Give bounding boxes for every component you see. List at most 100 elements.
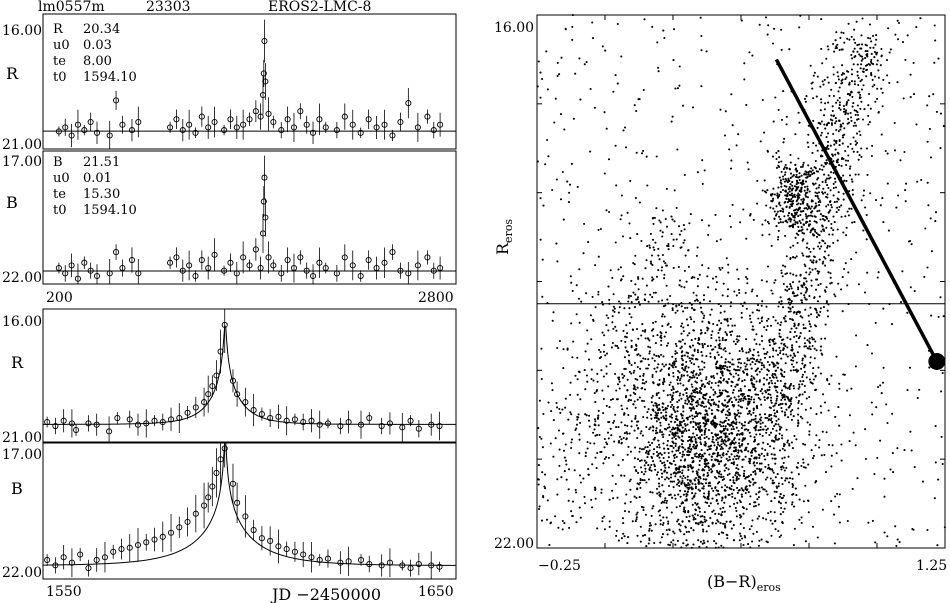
- star-point: [702, 539, 705, 542]
- star-point: [583, 495, 586, 498]
- star-point: [700, 429, 703, 432]
- star-point: [746, 277, 749, 280]
- star-point: [715, 542, 718, 545]
- star-point: [744, 488, 747, 491]
- data-point: [397, 118, 404, 126]
- star-point: [807, 173, 810, 176]
- star-point: [752, 447, 755, 450]
- star-point: [614, 372, 617, 376]
- star-point: [714, 390, 717, 394]
- star-point: [613, 419, 616, 423]
- star-point: [729, 520, 732, 523]
- star-point: [590, 368, 593, 371]
- star-point: [636, 534, 639, 537]
- star-point: [696, 342, 700, 345]
- data-point: [159, 533, 166, 540]
- star-point: [667, 342, 670, 345]
- star-point: [832, 132, 835, 136]
- star-point: [707, 493, 710, 497]
- star-point: [660, 536, 663, 539]
- star-point: [608, 525, 611, 528]
- star-point: [776, 395, 779, 398]
- star-point: [809, 64, 812, 67]
- star-point: [773, 414, 776, 417]
- data-point: [128, 127, 136, 134]
- star-point: [691, 417, 694, 420]
- star-point: [579, 421, 582, 424]
- star-point: [840, 48, 843, 51]
- star-point: [940, 390, 943, 393]
- star-point: [652, 246, 655, 249]
- star-point: [621, 376, 625, 379]
- star-point: [634, 414, 637, 418]
- star-point: [745, 351, 748, 354]
- star-point: [874, 321, 877, 324]
- star-point: [626, 453, 629, 456]
- star-point: [858, 53, 861, 56]
- star-point: [738, 398, 741, 401]
- star-point: [691, 385, 694, 388]
- data-point: [118, 546, 125, 553]
- star-point: [859, 54, 862, 57]
- star-point: [708, 407, 711, 410]
- star-point: [724, 389, 727, 392]
- star-point: [814, 288, 818, 291]
- star-point: [780, 406, 783, 410]
- star-point: [779, 204, 782, 207]
- star-point: [679, 377, 682, 380]
- star-point: [693, 276, 696, 279]
- data-point: [283, 417, 290, 424]
- star-point: [803, 345, 806, 348]
- star-point: [600, 355, 603, 359]
- star-point: [862, 229, 865, 232]
- star-point: [820, 411, 823, 414]
- star-point: [832, 229, 835, 232]
- star-point: [609, 427, 612, 430]
- star-point: [653, 416, 656, 419]
- star-point: [678, 430, 682, 433]
- star-point: [655, 451, 659, 454]
- star-point: [776, 210, 779, 213]
- star-point: [739, 412, 742, 415]
- star-point: [651, 491, 654, 494]
- star-point: [601, 45, 604, 48]
- star-point: [823, 114, 826, 117]
- star-point: [805, 171, 808, 174]
- star-point: [739, 535, 742, 538]
- star-point: [801, 218, 804, 221]
- star-point: [690, 448, 693, 451]
- star-point: [781, 402, 784, 405]
- star-point: [803, 277, 806, 280]
- star-point: [661, 313, 664, 316]
- star-point: [571, 14, 574, 17]
- star-point: [823, 401, 827, 404]
- star-point: [823, 219, 826, 222]
- star-point: [803, 354, 806, 357]
- star-point: [814, 388, 818, 391]
- star-point: [869, 192, 872, 195]
- star-point: [832, 194, 835, 197]
- star-point: [780, 271, 783, 275]
- star-point: [666, 394, 669, 397]
- star-point: [671, 398, 674, 402]
- data-point: [85, 565, 92, 572]
- star-point: [735, 467, 738, 470]
- star-point: [751, 54, 754, 57]
- star-point: [769, 206, 772, 209]
- star-point: [866, 271, 869, 274]
- star-point: [668, 494, 671, 497]
- data-point: [192, 404, 199, 411]
- star-point: [788, 399, 792, 402]
- star-point: [674, 352, 677, 355]
- star-point: [770, 396, 773, 399]
- star-point: [704, 442, 707, 445]
- star-point: [680, 432, 683, 435]
- star-point: [802, 223, 805, 226]
- star-point: [771, 427, 774, 430]
- star-point: [838, 205, 841, 209]
- star-point: [707, 462, 710, 465]
- star-point: [832, 171, 835, 174]
- star-point: [826, 132, 830, 135]
- data-point: [173, 116, 180, 123]
- star-point: [694, 391, 697, 394]
